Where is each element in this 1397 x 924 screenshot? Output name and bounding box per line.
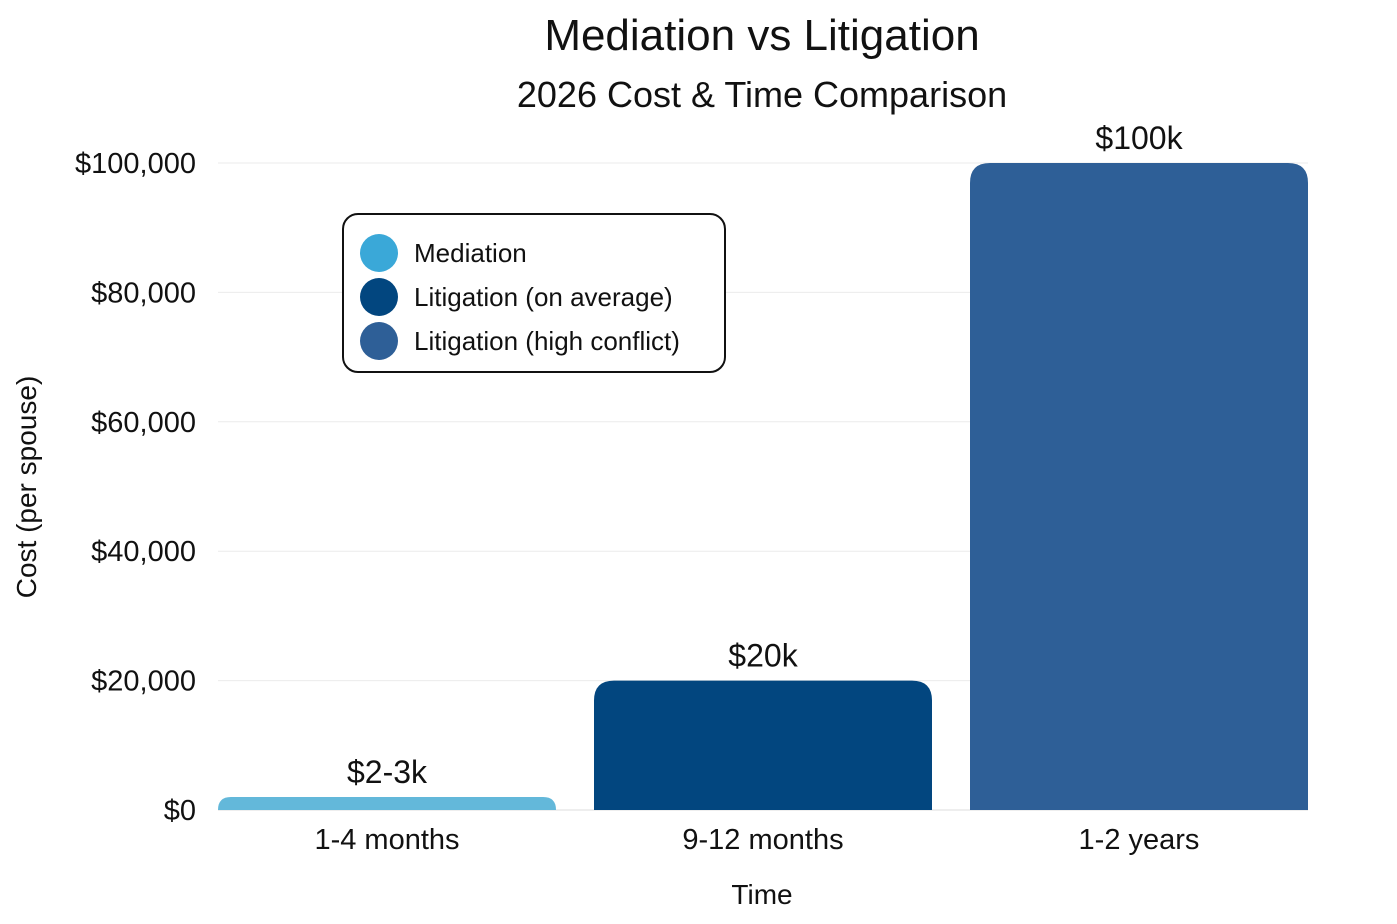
- legend: Mediation Litigation (on average) Litiga…: [342, 213, 726, 373]
- legend-label: Litigation (on average): [414, 281, 673, 312]
- y-tick-label: $0: [164, 795, 196, 827]
- data-label: $2-3k: [347, 754, 428, 790]
- legend-item-mediation: Mediation: [360, 231, 724, 275]
- legend-swatch: [360, 278, 398, 316]
- data-label: $20k: [728, 638, 798, 674]
- y-tick-label: $80,000: [91, 277, 196, 309]
- legend-item-litigation-average: Litigation (on average): [360, 275, 724, 319]
- chart-subtitle: 2026 Cost & Time Comparison: [517, 74, 1007, 115]
- legend-label: Mediation: [414, 237, 527, 268]
- x-tick-label: 1-2 years: [1079, 824, 1200, 856]
- legend-item-litigation-high: Litigation (high conflict): [360, 319, 724, 363]
- x-axis-label: Time: [731, 879, 792, 910]
- y-tick-label: $40,000: [91, 536, 196, 568]
- y-tick-label: $20,000: [91, 666, 196, 698]
- chart-title: Mediation vs Litigation: [544, 11, 979, 60]
- y-tick-label: $60,000: [91, 407, 196, 439]
- legend-label: Litigation (high conflict): [414, 325, 680, 356]
- legend-swatch: [360, 234, 398, 272]
- x-tick-label: 9-12 months: [682, 824, 843, 856]
- y-axis-label: Cost (per spouse): [11, 376, 42, 599]
- bar: [218, 797, 556, 810]
- bar: [970, 163, 1308, 810]
- x-tick-label: 1-4 months: [314, 824, 459, 856]
- y-tick-label: $100,000: [75, 148, 196, 180]
- data-label: $100k: [1095, 120, 1183, 156]
- legend-swatch: [360, 322, 398, 360]
- bar: [594, 680, 932, 810]
